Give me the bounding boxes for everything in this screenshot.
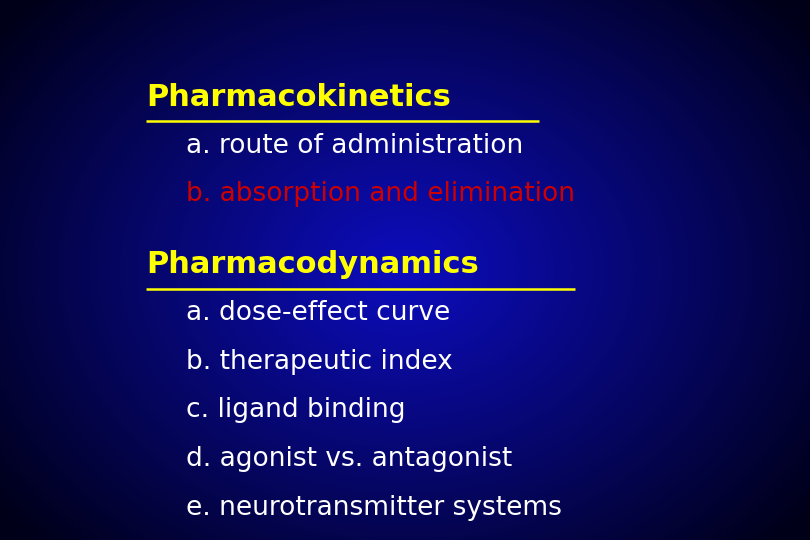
Text: e. neurotransmitter systems: e. neurotransmitter systems [186, 495, 562, 521]
Text: a. route of administration: a. route of administration [186, 133, 523, 159]
Text: b. absorption and elimination: b. absorption and elimination [186, 181, 575, 207]
Text: Pharmacodynamics: Pharmacodynamics [146, 250, 479, 279]
Text: a. dose-effect curve: a. dose-effect curve [186, 300, 450, 326]
Text: c. ligand binding: c. ligand binding [186, 397, 406, 423]
Text: d. agonist vs. antagonist: d. agonist vs. antagonist [186, 446, 513, 472]
Text: Pharmacokinetics: Pharmacokinetics [146, 83, 450, 112]
Text: b. therapeutic index: b. therapeutic index [186, 349, 453, 375]
